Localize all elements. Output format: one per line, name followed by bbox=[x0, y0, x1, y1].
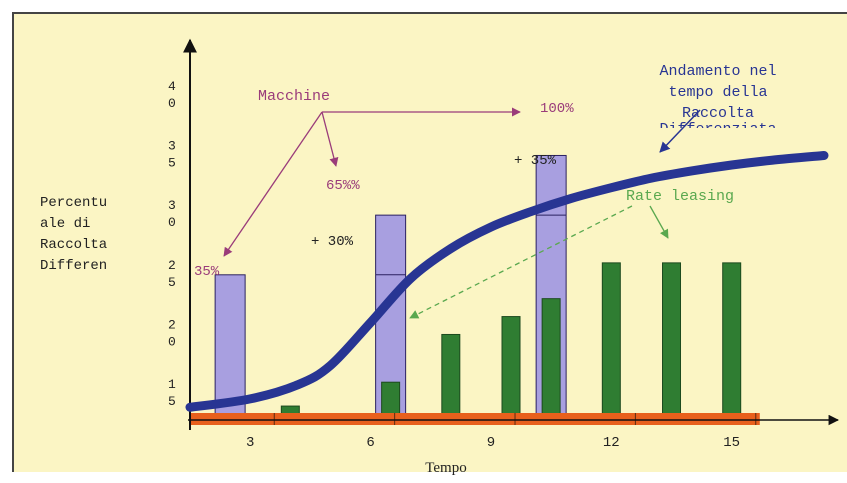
leasing-arrow-1 bbox=[409, 205, 633, 319]
y-tick-label-line2: 0 bbox=[168, 96, 176, 111]
y-tick-label-line1: 3 bbox=[168, 198, 176, 213]
andamento-arrow bbox=[659, 109, 701, 153]
chart-panel bbox=[12, 12, 847, 472]
leasing-bars-group bbox=[280, 262, 742, 419]
y-tick-label-line2: 5 bbox=[168, 155, 176, 170]
y-axis-label-line: Raccolta bbox=[40, 237, 107, 253]
y-axis-label-line: ale di bbox=[40, 216, 90, 232]
x-tick-label: 15 bbox=[723, 435, 740, 451]
macchine-arrow-1 bbox=[223, 111, 323, 257]
leasing-arrow-2 bbox=[649, 205, 669, 239]
y-tick-label-line1: 2 bbox=[168, 317, 176, 332]
y-tick-label-line2: 5 bbox=[168, 394, 176, 409]
leasing-bar bbox=[722, 262, 742, 419]
y-tick-label-line2: 0 bbox=[168, 215, 176, 230]
y-tick-label-line1: 2 bbox=[168, 258, 176, 273]
y-axis-label-line: Percentu bbox=[40, 195, 107, 211]
raccolta-curve bbox=[185, 150, 829, 412]
macchine-label: Macchine bbox=[258, 88, 330, 105]
leasing-bar bbox=[441, 333, 461, 419]
y-tick-label-line1: 4 bbox=[168, 79, 176, 94]
andamento-label-line: tempo della bbox=[668, 84, 767, 101]
plus-35-label: + 35% bbox=[514, 153, 557, 169]
y-axis-label-line: Differen bbox=[40, 258, 107, 274]
y-tick-label-line1: 1 bbox=[168, 377, 176, 392]
y-tick-label-line2: 0 bbox=[168, 334, 176, 349]
x-tick-label: 3 bbox=[246, 435, 254, 451]
leasing-bar bbox=[601, 262, 621, 419]
pct-65-label: 65%% bbox=[326, 178, 360, 194]
y-tick-label-line1: 3 bbox=[168, 138, 176, 153]
leasing-bar bbox=[501, 316, 521, 419]
baseline-group bbox=[190, 413, 760, 425]
pct-100-label: 100% bbox=[540, 101, 574, 117]
andamento-label-line: Raccolta bbox=[682, 105, 754, 122]
andamento-label-cut: Differenziata bbox=[659, 121, 776, 138]
x-tick-label: 12 bbox=[603, 435, 620, 451]
x-tick-label: 9 bbox=[487, 435, 495, 451]
macchine-arrow-2 bbox=[321, 111, 339, 167]
annotation-arrows-group bbox=[223, 107, 701, 319]
x-axis-label: Tempo bbox=[425, 460, 466, 476]
leasing-bar bbox=[541, 298, 561, 419]
leasing-bar bbox=[381, 381, 401, 419]
curve-group bbox=[185, 150, 829, 412]
pct-35-label: 35% bbox=[194, 264, 220, 280]
plus-30-label: + 30% bbox=[311, 234, 354, 250]
andamento-label-line: Andamento nel bbox=[659, 63, 776, 80]
rate-leasing-label: Rate leasing bbox=[626, 188, 734, 205]
macchine-bar bbox=[214, 274, 246, 419]
x-tick-label: 6 bbox=[366, 435, 374, 451]
y-tick-label-line2: 5 bbox=[168, 275, 176, 290]
leasing-bar bbox=[662, 262, 682, 419]
axes-group bbox=[183, 38, 840, 430]
baseline-band bbox=[190, 413, 760, 425]
